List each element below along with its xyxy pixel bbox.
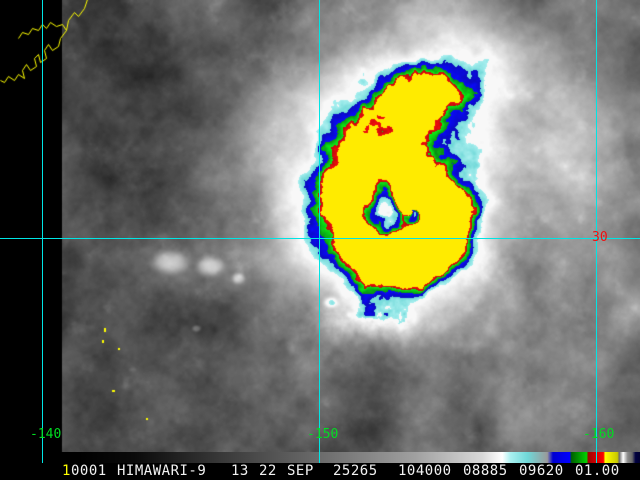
gridline-lon-150 — [319, 0, 320, 452]
time-utc: 104000 — [398, 463, 452, 479]
julian-date: 25265 — [333, 463, 378, 479]
image-line: 08885 — [463, 463, 508, 479]
day-of-month: 22 — [259, 463, 277, 479]
lon-label-160: -160 — [583, 427, 615, 442]
infrared-satellite-image[interactable] — [0, 0, 640, 452]
image-element: 09620 — [519, 463, 564, 479]
satellite-image-area[interactable]: -140 -150 -160 30 — [0, 0, 640, 452]
satellite-name: HIMAWARI-9 — [117, 463, 207, 479]
lon-label-150: -150 — [307, 427, 339, 442]
image-resolution: 01.00 — [575, 463, 620, 479]
frame-number: 0001 — [71, 463, 107, 479]
status-bar: 1 0001 HIMAWARI-9 13 22 SEP 25265 104000… — [0, 463, 640, 480]
gridline-lon-140 — [42, 0, 43, 452]
enhancement-colorbar-area — [0, 452, 640, 463]
month-name: SEP — [287, 463, 314, 479]
colorbar-tick-2 — [319, 452, 320, 463]
enhancement-colorbar[interactable] — [78, 452, 640, 463]
gridline-lat-30 — [0, 238, 640, 239]
gridline-lon-160 — [596, 0, 597, 452]
lon-label-140: -140 — [30, 427, 62, 442]
lat-label-30: 30 — [592, 230, 608, 245]
band-number: 13 — [231, 463, 249, 479]
colorbar-tick-3 — [596, 452, 597, 463]
colorbar-tick-1 — [42, 452, 43, 463]
frame-prefix: 1 — [62, 463, 71, 479]
